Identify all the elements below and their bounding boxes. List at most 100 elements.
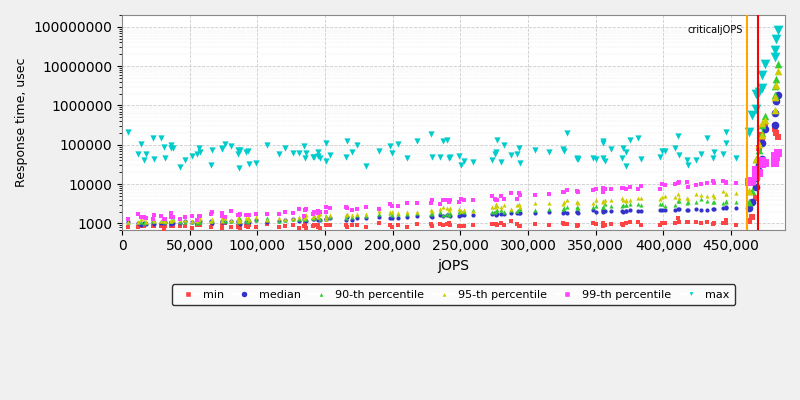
Point	[434, 200, 446, 207]
Point	[138, 220, 150, 226]
Point	[320, 216, 333, 222]
Point	[174, 217, 186, 223]
Point	[320, 209, 333, 215]
Point	[158, 144, 170, 151]
Point	[615, 203, 628, 209]
Point	[746, 178, 758, 184]
Point	[682, 184, 694, 190]
Point	[597, 155, 610, 162]
Point	[373, 205, 386, 212]
Point	[770, 82, 783, 89]
Point	[717, 220, 730, 227]
Point	[307, 154, 320, 160]
Point	[681, 218, 694, 225]
Point	[147, 212, 160, 218]
Point	[298, 222, 310, 229]
Point	[158, 219, 170, 226]
Point	[320, 214, 333, 220]
Point	[424, 131, 437, 137]
Point	[557, 148, 570, 154]
Point	[632, 208, 645, 214]
Point	[346, 207, 358, 214]
Point	[240, 218, 253, 224]
Point	[165, 210, 178, 217]
Point	[529, 221, 542, 227]
Point	[491, 211, 504, 217]
Point	[166, 214, 179, 220]
Point	[215, 145, 228, 152]
Point	[632, 200, 645, 207]
Point	[495, 159, 508, 165]
Point	[719, 216, 732, 223]
Point	[411, 208, 424, 215]
Point	[146, 219, 159, 226]
Point	[320, 216, 333, 222]
Point	[174, 164, 186, 170]
Point	[655, 201, 668, 207]
Point	[624, 201, 637, 208]
Point	[654, 201, 666, 208]
Point	[454, 208, 467, 214]
Point	[634, 208, 647, 214]
Point	[383, 209, 396, 215]
Point	[320, 222, 333, 228]
Point	[756, 120, 769, 126]
Point	[668, 219, 681, 226]
Point	[158, 218, 170, 224]
Legend: min, median, 90-th percentile, 95-th percentile, 99-th percentile, max: min, median, 90-th percentile, 95-th per…	[172, 284, 735, 306]
Point	[164, 214, 177, 220]
Point	[434, 206, 446, 212]
Point	[489, 151, 502, 157]
Point	[146, 218, 159, 224]
Point	[756, 122, 769, 128]
Point	[770, 76, 783, 82]
Point	[671, 191, 684, 198]
Point	[619, 202, 632, 208]
Point	[453, 223, 466, 229]
Point	[391, 214, 404, 221]
Point	[311, 212, 324, 218]
Point	[658, 220, 671, 226]
Point	[286, 209, 299, 216]
Point	[190, 221, 203, 228]
Point	[542, 200, 555, 206]
Point	[350, 222, 363, 228]
Point	[232, 219, 245, 226]
Point	[673, 195, 686, 201]
Point	[441, 221, 454, 227]
Point	[307, 208, 320, 215]
Point	[570, 155, 583, 161]
Point	[597, 204, 610, 210]
Point	[147, 156, 160, 162]
Point	[320, 204, 333, 210]
Point	[719, 204, 732, 211]
Point	[624, 197, 637, 203]
Point	[442, 212, 455, 218]
Point	[443, 210, 456, 216]
Point	[311, 224, 324, 231]
Point	[495, 211, 508, 218]
Point	[293, 206, 306, 212]
Point	[498, 222, 510, 228]
Point	[186, 219, 198, 225]
Point	[671, 180, 684, 186]
Point	[320, 140, 333, 146]
Point	[750, 156, 762, 162]
Point	[437, 138, 450, 144]
Point	[605, 186, 618, 192]
Point	[437, 204, 450, 210]
Point	[668, 193, 681, 200]
Point	[498, 209, 510, 216]
Point	[147, 223, 160, 229]
Point	[307, 211, 320, 218]
Point	[307, 222, 320, 229]
Point	[658, 202, 671, 209]
Point	[746, 198, 758, 205]
Point	[179, 213, 192, 220]
Point	[605, 202, 618, 209]
Point	[323, 205, 336, 212]
Point	[505, 206, 518, 212]
Point	[505, 218, 518, 224]
Point	[234, 147, 247, 153]
Point	[513, 223, 526, 229]
